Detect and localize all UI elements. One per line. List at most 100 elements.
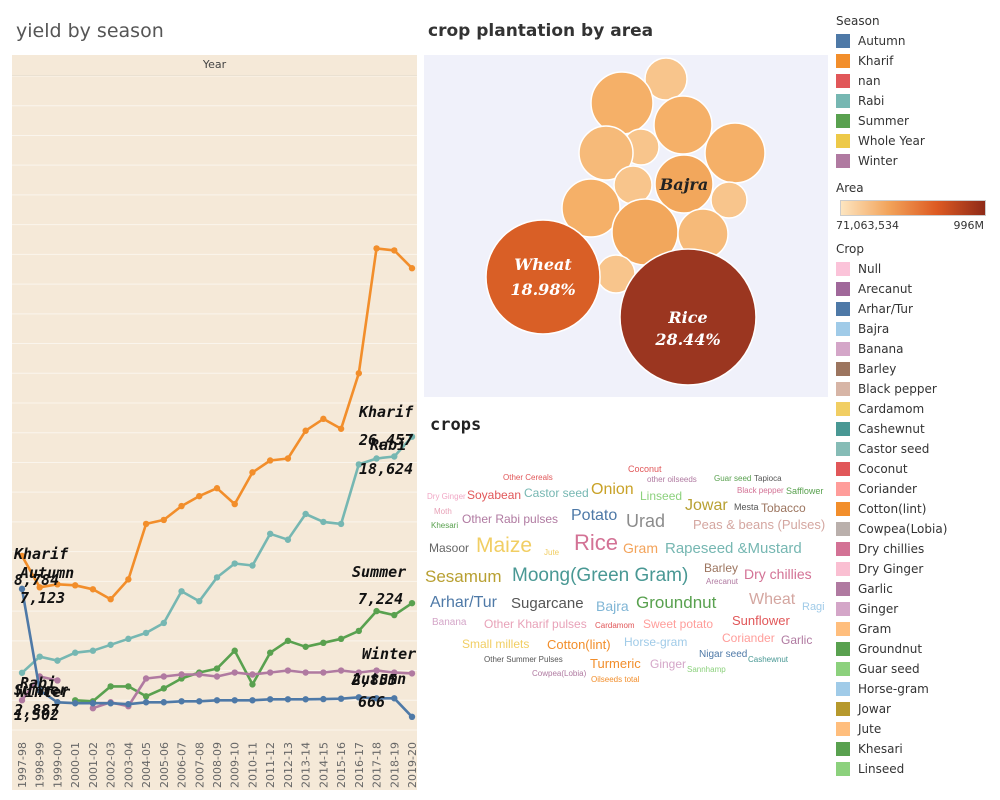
bubble[interactable] [654,154,714,214]
data-point-autumn[interactable] [125,701,132,708]
data-point-rabi[interactable] [231,560,238,567]
crop-legend-item[interactable]: Cashewnut [836,419,996,439]
data-point-kharif[interactable] [249,469,256,476]
bubble[interactable] [578,125,634,181]
data-point-kharif[interactable] [302,427,309,434]
data-point-autumn[interactable] [107,700,114,707]
data-point-autumn[interactable] [302,696,309,703]
word-cloud-word[interactable]: Linseed [640,489,683,503]
data-point-rabi[interactable] [160,619,168,627]
word-cloud-word[interactable]: Dry chillies [744,566,812,582]
data-point-rabi[interactable] [178,588,185,595]
word-cloud-word[interactable]: Arecanut [706,577,739,586]
data-point-rabi[interactable] [391,453,398,460]
data-point-winter[interactable] [142,675,150,682]
data-point-winter[interactable] [302,669,309,676]
word-cloud-word[interactable]: Black pepper [737,486,784,495]
word-cloud-word[interactable]: Jowar [685,497,728,514]
data-point-winter[interactable] [337,667,345,674]
word-cloud-word[interactable]: Rice [574,530,619,555]
data-point-autumn[interactable] [231,697,238,704]
data-point-summer[interactable] [107,683,114,690]
word-cloud-word[interactable]: Sweet potato [643,617,714,631]
word-cloud-word[interactable]: other oilseeds [647,475,697,484]
data-point-rabi[interactable] [54,657,61,664]
data-point-summer[interactable] [302,643,309,650]
crop-legend-item[interactable]: Groundnut [836,639,996,659]
data-point-autumn[interactable] [18,585,26,593]
data-point-kharif[interactable] [408,265,416,272]
data-point-summer[interactable] [160,685,168,692]
data-point-summer[interactable] [142,693,150,700]
data-point-rabi[interactable] [355,461,363,468]
data-point-kharif[interactable] [178,502,185,510]
data-point-kharif[interactable] [125,576,132,583]
data-point-autumn[interactable] [142,699,150,706]
word-cloud-word[interactable]: Garlic [781,633,813,647]
bubble[interactable] [644,57,688,101]
bubble[interactable] [704,122,766,184]
word-cloud-word[interactable]: Other Cereals [503,473,553,482]
data-point-winter[interactable] [266,669,274,676]
word-cloud-word[interactable]: Sugarcane [511,595,584,612]
data-point-rabi[interactable] [249,562,256,569]
data-point-autumn[interactable] [249,697,256,704]
season-legend-item[interactable]: Whole Year [836,131,996,151]
word-cloud-word[interactable]: Onion [591,481,634,498]
bubble[interactable] [590,71,654,135]
data-point-winter[interactable] [160,673,168,680]
data-point-autumn[interactable] [178,698,185,705]
data-point-kharif[interactable] [266,457,274,464]
data-point-rabi[interactable] [320,518,327,526]
data-point-autumn[interactable] [160,699,168,706]
crop-legend-item[interactable]: Cotton(lint) [836,499,996,519]
crop-legend-item[interactable]: Arhar/Tur [836,299,996,319]
data-point-winter[interactable] [373,667,380,674]
word-cloud-word[interactable]: Arhar/Tur [430,594,497,611]
data-point-autumn[interactable] [337,695,345,702]
word-cloud-word[interactable]: Gram [623,540,658,556]
word-cloud-word[interactable]: Potato [571,507,618,524]
data-point-rabi[interactable] [71,649,79,656]
word-cloud-word[interactable]: Other Summer Pulses [484,655,563,664]
crop-legend-item[interactable]: Horse-gram [836,679,996,699]
data-point-rabi[interactable] [107,641,114,648]
crop-legend-item[interactable]: Null [836,259,996,279]
word-cloud-word[interactable]: Coriander [722,631,775,645]
word-cloud-word[interactable]: Groundnut [636,593,717,612]
data-point-kharif[interactable] [36,584,43,591]
data-point-rabi[interactable] [213,574,221,581]
word-cloud-word[interactable]: Dry Ginger [427,492,466,501]
word-cloud-word[interactable]: Cotton(lint) [547,637,611,652]
data-point-autumn[interactable] [373,695,380,702]
crop-legend-item[interactable]: Coriander [836,479,996,499]
data-point-kharif[interactable] [337,425,345,432]
word-cloud-word[interactable]: Sannhamp [687,665,726,674]
data-point-summer[interactable] [284,637,292,645]
data-point-summer[interactable] [408,599,416,607]
data-point-autumn[interactable] [71,700,79,707]
data-point-rabi[interactable] [284,536,292,543]
word-cloud-word[interactable]: Tapioca [754,474,782,483]
data-point-kharif[interactable] [196,492,203,500]
crop-legend-item[interactable]: Guar seed [836,659,996,679]
data-point-autumn[interactable] [89,700,97,707]
bubble[interactable] [653,95,713,155]
data-point-kharif[interactable] [373,245,380,252]
word-cloud-word[interactable]: Mesta [734,502,759,512]
word-cloud-word[interactable]: Khesari [431,521,459,530]
data-point-kharif[interactable] [355,370,363,377]
word-cloud-word[interactable]: Safflower [786,486,824,496]
word-cloud-word[interactable]: Maize [476,534,533,557]
word-cloud-word[interactable]: Sunflower [732,613,790,628]
word-cloud-word[interactable]: Bajra [596,598,629,614]
word-cloud-word[interactable]: Coconut [628,464,662,474]
data-point-rabi[interactable] [266,530,274,537]
crop-legend-item[interactable]: Linseed [836,759,996,779]
data-point-rabi[interactable] [89,647,97,654]
data-point-autumn[interactable] [408,713,416,721]
crop-legend-item[interactable]: Cowpea(Lobia) [836,519,996,539]
word-cloud-word[interactable]: Castor seed [524,486,589,500]
word-cloud-word[interactable]: Turmeric [590,656,641,671]
bubble[interactable] [619,248,757,386]
